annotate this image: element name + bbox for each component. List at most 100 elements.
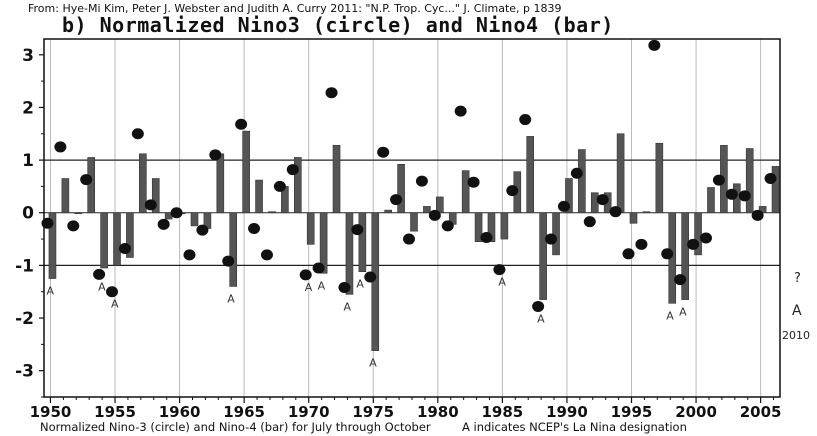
nino3-circle-1972 bbox=[325, 87, 338, 99]
nino3-circle-1960 bbox=[170, 207, 183, 219]
la-nina-marker-1955: A bbox=[111, 298, 119, 311]
nino4-bar-1973 bbox=[345, 212, 354, 295]
nino3-circle-1999 bbox=[674, 274, 687, 286]
la-nina-marker-1985: A bbox=[498, 276, 506, 289]
nino3-circle-1951 bbox=[54, 141, 67, 153]
nino4-bar-1967 bbox=[268, 211, 276, 214]
nino4-bar-1974 bbox=[358, 212, 367, 272]
nino3-circle-1962 bbox=[196, 224, 209, 236]
la-nina-marker-1974: A bbox=[356, 278, 364, 291]
nino4-bar-1963 bbox=[216, 153, 225, 214]
nino4-bar-1985 bbox=[500, 212, 509, 240]
nino3-circle-1958 bbox=[144, 199, 157, 211]
la-nina-marker-1954: A bbox=[98, 280, 106, 293]
nino4-bar-1976 bbox=[384, 209, 392, 214]
nino4-bar-1996 bbox=[642, 211, 651, 214]
annotation-question-mark: ? bbox=[794, 271, 801, 286]
nino3-circle-1959 bbox=[157, 218, 170, 230]
nino3-circle-1970 bbox=[299, 269, 312, 281]
la-nina-marker-1964: A bbox=[227, 292, 235, 305]
grid-lines bbox=[49, 39, 762, 397]
nino4-bar-1961 bbox=[190, 212, 199, 227]
nino3-circle-2003 bbox=[725, 188, 738, 200]
nino3-circle-1988 bbox=[532, 300, 545, 312]
nino3-circles bbox=[41, 39, 777, 312]
nino3-circle-1992 bbox=[583, 216, 596, 228]
x-tick-label-1990: 1990 bbox=[546, 403, 588, 421]
nino3-circle-1975 bbox=[364, 271, 377, 283]
x-axis-ticks: 1950 1955 1960 1965 1970 1975 1980 1985 1990 1995… bbox=[30, 397, 782, 421]
nino3-circle-1952 bbox=[67, 220, 80, 232]
nino4-bar-1950 bbox=[48, 212, 57, 279]
nino3-circle-1978 bbox=[403, 233, 415, 245]
x-tick-label-1980: 1980 bbox=[417, 403, 459, 421]
nino4-bar-1970 bbox=[306, 212, 315, 245]
nino4-bar-2006 bbox=[771, 166, 780, 214]
annotation-2010-la-nina-marker: A bbox=[792, 303, 802, 319]
nino3-circle-1986 bbox=[506, 185, 519, 197]
nino3-circle-1979 bbox=[415, 175, 428, 187]
la-nina-marker-1950: A bbox=[46, 285, 54, 298]
y-tick-label-3: 3 bbox=[22, 46, 34, 66]
nino3-circle-1993 bbox=[596, 194, 609, 206]
nino3-circle-1976 bbox=[377, 146, 390, 158]
nino3-circle-1974 bbox=[351, 224, 364, 236]
nino4-bar-1971 bbox=[319, 212, 328, 274]
y-tick-label--1: -1 bbox=[15, 256, 34, 276]
nino3-circle-1977 bbox=[390, 194, 403, 206]
nino3-circle-1953 bbox=[80, 174, 93, 186]
nino3-circle-1997 bbox=[648, 39, 661, 51]
nino4-bar-1988 bbox=[539, 212, 547, 300]
nino4-bar-1983 bbox=[474, 212, 483, 242]
la-nina-marker-1973: A bbox=[343, 300, 351, 313]
nino4-bar-1991 bbox=[578, 149, 586, 214]
nino4-bar-1992 bbox=[590, 192, 599, 214]
nino4-bar-1982 bbox=[461, 170, 470, 214]
nino3-circle-1994 bbox=[609, 206, 622, 218]
nino3-circle-1995 bbox=[622, 248, 635, 260]
nino3-circle-1968 bbox=[273, 180, 286, 192]
nino4-bar-1957 bbox=[139, 153, 147, 214]
nino3-circle-1965 bbox=[235, 118, 248, 130]
nino3-circle-1990 bbox=[557, 200, 570, 212]
la-nina-marker-1971: A bbox=[318, 279, 326, 292]
nino3-circle-1984 bbox=[480, 231, 493, 243]
nino3-circle-1998 bbox=[661, 248, 674, 260]
y-tick-label-1: 1 bbox=[22, 151, 34, 171]
nino3-circle-1961 bbox=[183, 249, 196, 261]
nino4-bar-1978 bbox=[410, 212, 418, 232]
nino4-bar-1984 bbox=[487, 212, 496, 242]
chart-title: b) Normalized Nino3 (circle) and Nino4 (… bbox=[62, 13, 614, 37]
nino3-circle-1996 bbox=[635, 238, 648, 250]
nino3-circle-1982 bbox=[454, 105, 467, 117]
nino3-circle-1981 bbox=[441, 220, 454, 232]
nino4-bar-1987 bbox=[526, 136, 535, 214]
nino4-bar-1980 bbox=[436, 196, 444, 214]
y-tick-label-0: 0 bbox=[22, 204, 34, 224]
nino3-circle-1957 bbox=[131, 128, 144, 140]
footnote-right: A indicates NCEP's La Nina designation bbox=[462, 420, 687, 434]
nino4-bars bbox=[48, 130, 780, 351]
nino4-bar-1990 bbox=[565, 178, 573, 214]
nino3-circle-1983 bbox=[467, 176, 480, 188]
y-axis-ticks: 3 2 1 0 -1 -2 -3 bbox=[15, 46, 44, 398]
x-tick-label-1995: 1995 bbox=[611, 403, 653, 421]
nino3-circle-2001 bbox=[699, 232, 712, 244]
nino3-circle-1966 bbox=[248, 223, 261, 235]
nino4-bar-1956 bbox=[126, 212, 134, 258]
nino4-bar-1997 bbox=[655, 142, 664, 214]
nino4-bar-1969 bbox=[293, 157, 302, 214]
nino3-circle-1989 bbox=[545, 233, 558, 245]
nino3-circle-1954 bbox=[93, 268, 106, 280]
nino4-bar-1951 bbox=[61, 178, 70, 214]
nino4-bar-1972 bbox=[332, 145, 341, 214]
y-tick-label-2: 2 bbox=[22, 98, 34, 118]
la-nina-marker-1975: A bbox=[369, 357, 377, 370]
nino4-bar-1995 bbox=[629, 212, 638, 224]
nino3-circle-1955 bbox=[106, 286, 119, 298]
source-citation: From: Hye-Mi Kim, Peter J. Webster and J… bbox=[28, 2, 562, 15]
nino4-bar-1979 bbox=[423, 206, 431, 214]
x-tick-label-1970: 1970 bbox=[288, 403, 330, 421]
nino4-bar-1954 bbox=[100, 212, 108, 269]
